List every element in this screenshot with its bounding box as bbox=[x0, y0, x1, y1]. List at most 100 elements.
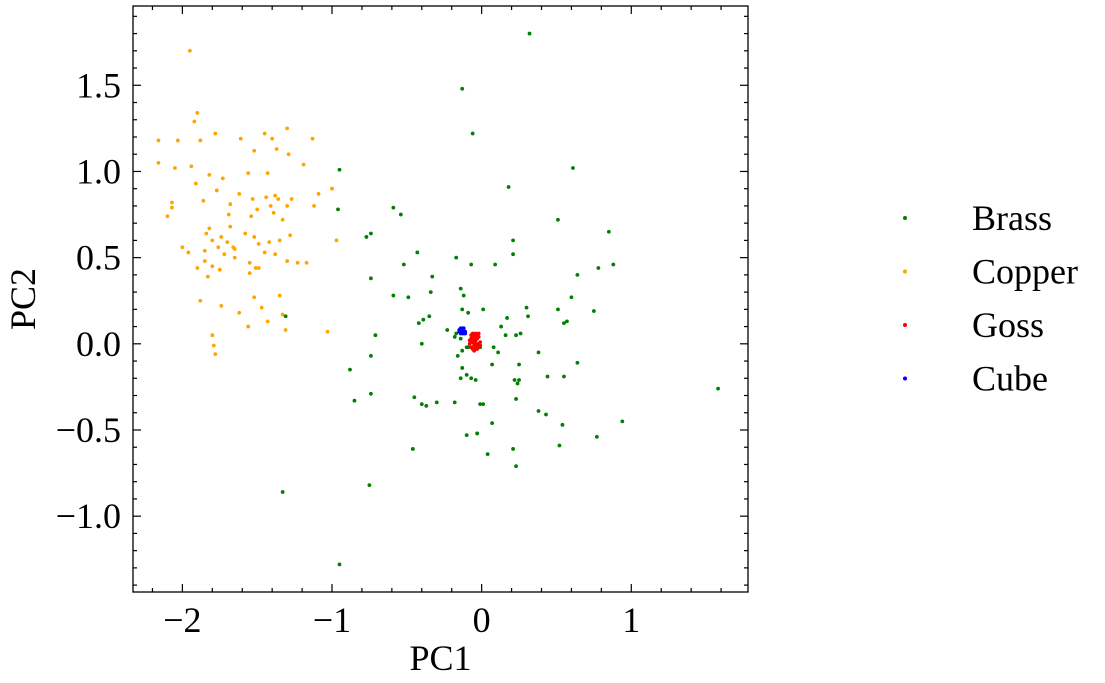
point-copper-76 bbox=[256, 266, 261, 270]
point-copper-36 bbox=[250, 197, 255, 201]
point-copper-8 bbox=[310, 136, 315, 141]
point-brass-36 bbox=[466, 310, 471, 315]
series-copper bbox=[156, 48, 339, 357]
y-tick-label: 1.0 bbox=[76, 151, 121, 191]
point-copper-18 bbox=[189, 164, 194, 169]
point-brass-13 bbox=[511, 238, 515, 243]
point-brass-86 bbox=[478, 402, 483, 407]
point-brass-72 bbox=[515, 381, 520, 386]
point-brass-43 bbox=[416, 321, 421, 326]
point-brass-104 bbox=[481, 402, 486, 407]
point-brass-31 bbox=[481, 307, 486, 312]
point-brass-0 bbox=[527, 31, 532, 36]
point-brass-80 bbox=[352, 398, 357, 403]
point-copper-77 bbox=[205, 274, 210, 279]
point-copper-23 bbox=[220, 176, 225, 181]
point-copper-57 bbox=[277, 238, 282, 243]
point-copper-75 bbox=[247, 271, 252, 276]
point-copper-70 bbox=[295, 260, 300, 265]
legend: Brass Copper Goss Cube bbox=[903, 198, 1078, 399]
point-brass-96 bbox=[410, 447, 415, 451]
point-goss-12 bbox=[467, 341, 472, 346]
point-brass-45 bbox=[518, 331, 523, 336]
point-brass-62 bbox=[369, 353, 373, 358]
point-copper-81 bbox=[252, 295, 257, 300]
point-brass-73 bbox=[512, 378, 517, 382]
point-copper-50 bbox=[219, 235, 224, 239]
point-brass-35 bbox=[591, 309, 596, 313]
point-copper-65 bbox=[232, 255, 237, 260]
point-brass-76 bbox=[464, 372, 469, 377]
legend-marker bbox=[903, 269, 907, 274]
point-brass-50 bbox=[565, 319, 569, 324]
point-copper-48 bbox=[228, 224, 233, 229]
point-copper-60 bbox=[180, 245, 185, 250]
point-brass-54 bbox=[514, 333, 518, 338]
point-brass-91 bbox=[490, 421, 495, 425]
point-copper-82 bbox=[277, 293, 282, 298]
point-goss-27 bbox=[469, 333, 474, 338]
point-copper-20 bbox=[265, 171, 270, 176]
point-copper-71 bbox=[304, 260, 309, 265]
point-brass-28 bbox=[569, 295, 574, 300]
point-copper-26 bbox=[214, 188, 219, 193]
legend-item-cube: Cube bbox=[903, 359, 1048, 399]
point-brass-49 bbox=[458, 336, 463, 341]
point-brass-6 bbox=[337, 167, 342, 172]
point-copper-5 bbox=[175, 138, 180, 143]
point-copper-0 bbox=[187, 48, 192, 53]
point-brass-78 bbox=[412, 395, 417, 400]
point-brass-92 bbox=[536, 409, 541, 413]
point-copper-16 bbox=[286, 152, 291, 157]
point-copper-61 bbox=[186, 250, 191, 255]
x-tick-label: 1 bbox=[622, 600, 640, 640]
point-copper-7 bbox=[270, 136, 275, 141]
legend-item-brass: Brass bbox=[903, 198, 1052, 238]
series-goss bbox=[467, 331, 483, 353]
series-brass bbox=[280, 31, 720, 567]
point-goss-23 bbox=[472, 348, 477, 353]
point-brass-100 bbox=[464, 433, 469, 438]
point-brass-89 bbox=[594, 434, 599, 439]
point-brass-7 bbox=[336, 207, 340, 212]
x-tick-label: 0 bbox=[473, 600, 491, 640]
point-copper-63 bbox=[216, 245, 221, 250]
point-brass-22 bbox=[575, 272, 580, 277]
point-brass-39 bbox=[505, 316, 509, 320]
point-brass-17 bbox=[469, 262, 474, 267]
legend-label: Copper bbox=[972, 252, 1078, 292]
y-tick-label: −1.0 bbox=[56, 496, 121, 536]
point-brass-66 bbox=[517, 362, 521, 367]
point-brass-5 bbox=[556, 217, 560, 222]
point-copper-27 bbox=[237, 191, 242, 196]
point-brass-25 bbox=[391, 293, 396, 298]
point-copper-22 bbox=[207, 173, 212, 177]
point-brass-63 bbox=[460, 348, 465, 353]
point-brass-82 bbox=[424, 403, 429, 408]
point-brass-61 bbox=[575, 360, 580, 365]
point-goss-28 bbox=[476, 331, 481, 336]
y-tick-label: 0.0 bbox=[76, 324, 121, 364]
point-copper-84 bbox=[259, 305, 264, 310]
y-tick-label: 0.5 bbox=[76, 238, 121, 278]
point-copper-11 bbox=[156, 160, 161, 165]
point-brass-77 bbox=[562, 374, 566, 379]
point-cube-13 bbox=[458, 329, 463, 334]
point-copper-74 bbox=[195, 266, 200, 270]
point-copper-85 bbox=[280, 312, 285, 317]
point-brass-81 bbox=[419, 402, 424, 407]
point-brass-93 bbox=[475, 431, 480, 436]
point-copper-42 bbox=[249, 214, 254, 219]
point-brass-65 bbox=[348, 367, 352, 372]
point-brass-16 bbox=[401, 262, 406, 267]
point-copper-88 bbox=[283, 328, 288, 332]
point-brass-32 bbox=[524, 305, 529, 310]
point-brass-47 bbox=[373, 333, 378, 338]
point-brass-1 bbox=[460, 86, 465, 91]
point-brass-40 bbox=[283, 314, 288, 319]
point-copper-19 bbox=[246, 171, 251, 176]
point-brass-64 bbox=[455, 353, 460, 358]
point-copper-92 bbox=[325, 329, 330, 334]
point-copper-83 bbox=[219, 303, 224, 308]
point-copper-1 bbox=[195, 110, 200, 115]
